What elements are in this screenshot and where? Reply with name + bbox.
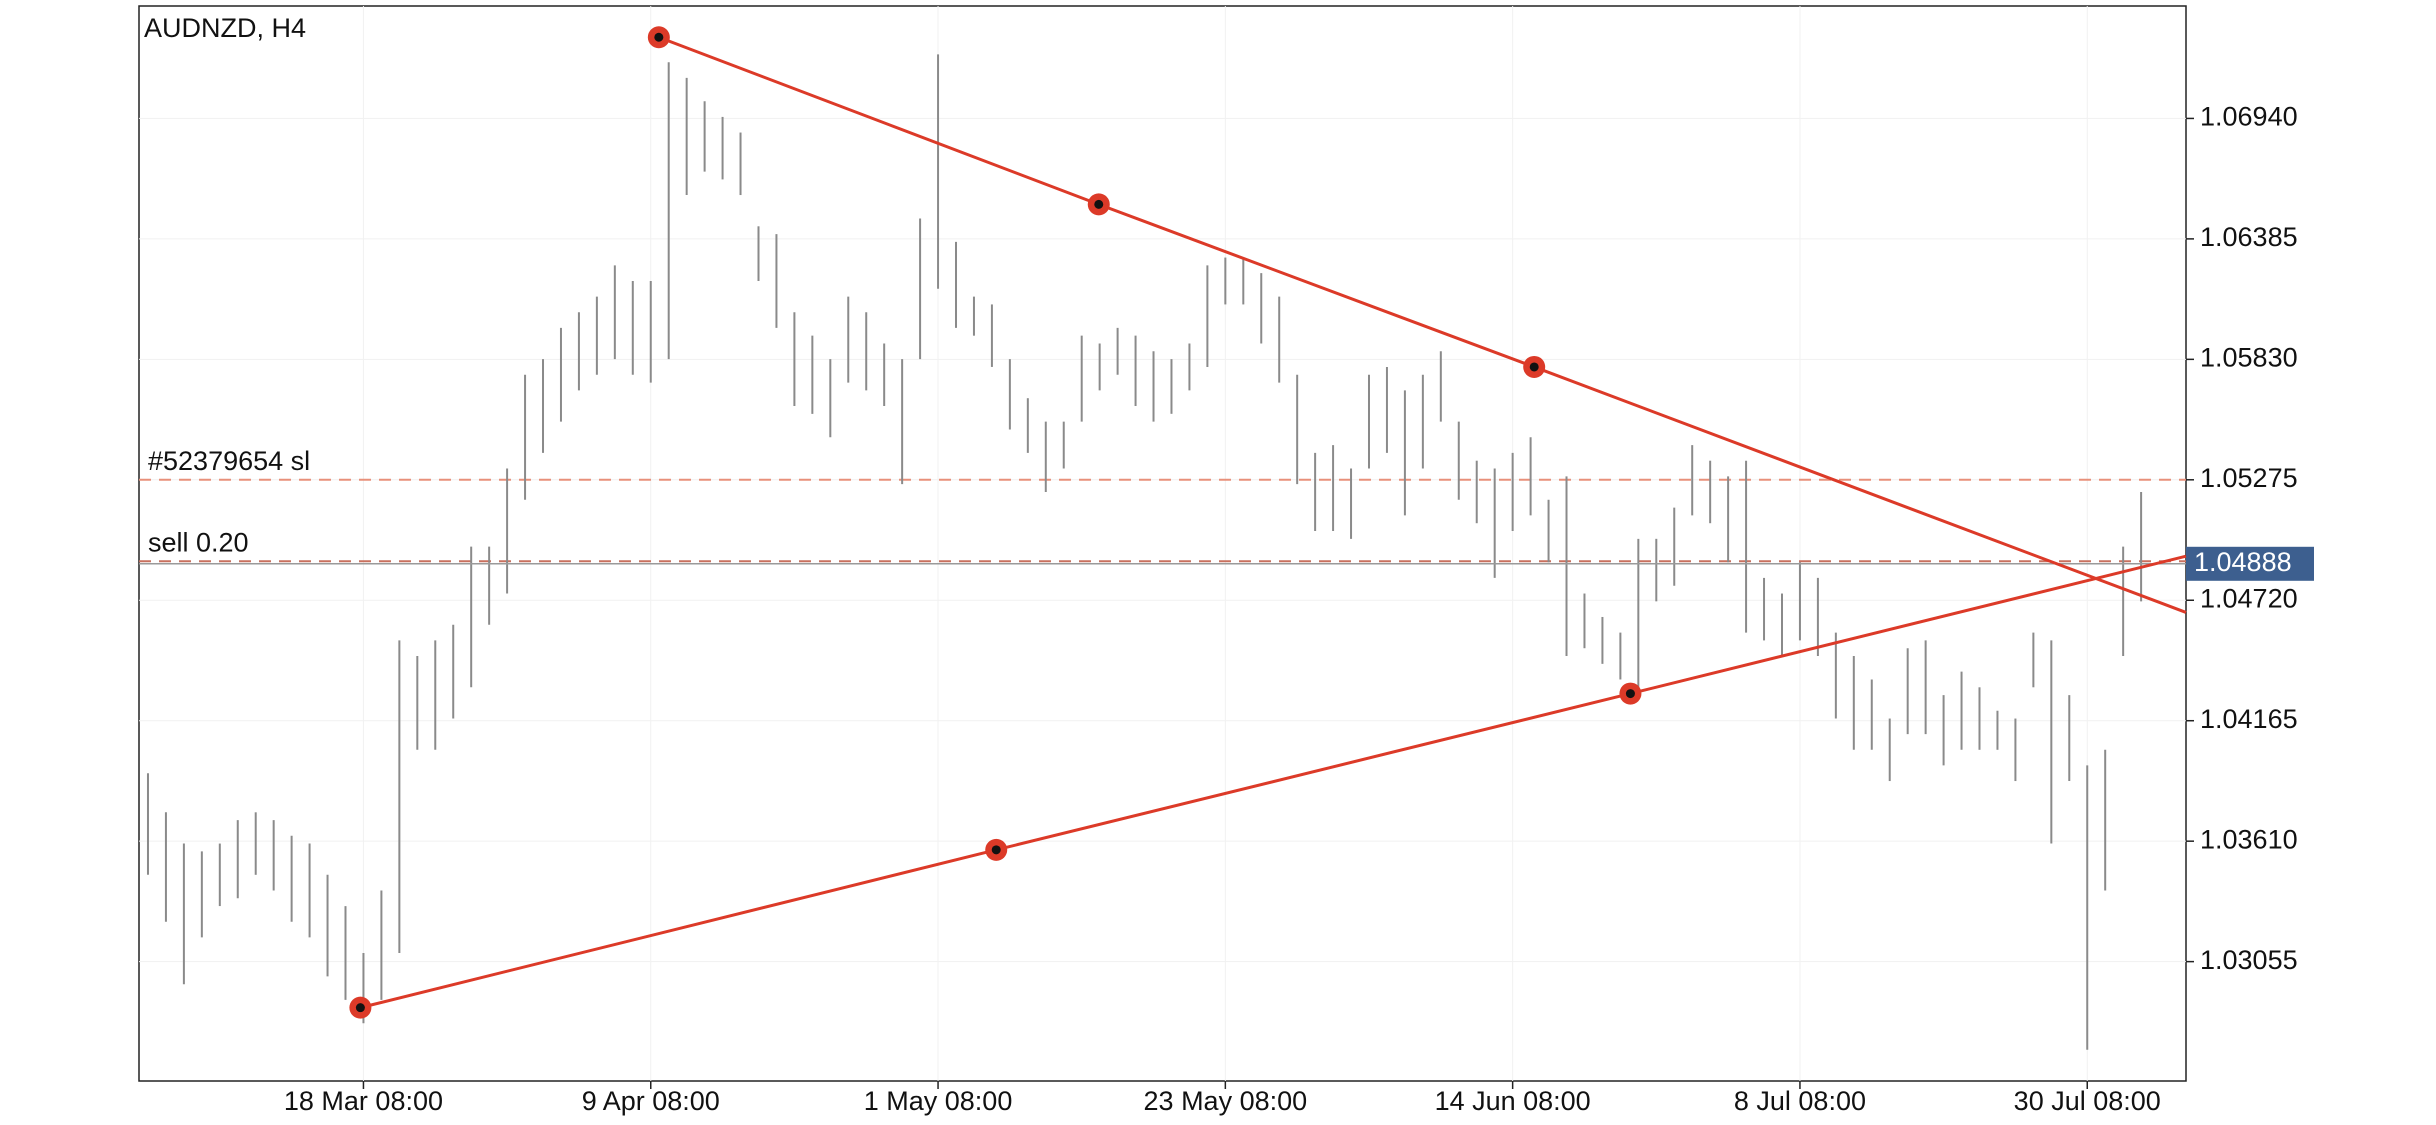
x-tick-label: 18 Mar 08:00 <box>284 1086 443 1116</box>
x-tick-label: 8 Jul 08:00 <box>1734 1086 1866 1116</box>
plot-frame <box>138 5 2187 1082</box>
trend-line-extension <box>1630 554 2187 696</box>
trend-line-extension <box>1533 365 2187 614</box>
trend-anchor-dot <box>1625 689 1635 699</box>
trend-anchor-dot <box>654 32 664 42</box>
order-level-label: sell 0.20 <box>148 527 249 557</box>
y-tick-label: 1.06385 <box>2200 222 2298 252</box>
x-tick-label: 23 May 08:00 <box>1144 1086 1308 1116</box>
y-tick-label: 1.05830 <box>2200 342 2298 372</box>
trend-anchor-dot <box>991 845 1001 855</box>
trend-anchor-dot <box>355 1003 365 1013</box>
y-tick-label: 1.03610 <box>2200 824 2298 854</box>
y-tick-label: 1.04720 <box>2200 583 2298 613</box>
last-price-label: 1.04888 <box>2194 547 2292 577</box>
y-tick-label: 1.04165 <box>2200 704 2298 734</box>
trend-anchor-dot <box>1529 362 1539 372</box>
y-tick-label: 1.06940 <box>2200 102 2298 132</box>
y-tick-label: 1.03055 <box>2200 945 2298 975</box>
trend-anchor-dot <box>1094 199 1104 209</box>
chart-title: AUDNZD, H4 <box>144 13 306 43</box>
y-tick-label: 1.05275 <box>2200 463 2298 493</box>
order-level-label: #52379654 sl <box>148 446 310 476</box>
x-tick-label: 1 May 08:00 <box>864 1086 1013 1116</box>
x-tick-label: 30 Jul 08:00 <box>2014 1086 2161 1116</box>
x-tick-label: 9 Apr 08:00 <box>582 1086 720 1116</box>
last-price-box <box>2186 546 2314 581</box>
x-tick-label: 14 Jun 08:00 <box>1435 1086 1591 1116</box>
